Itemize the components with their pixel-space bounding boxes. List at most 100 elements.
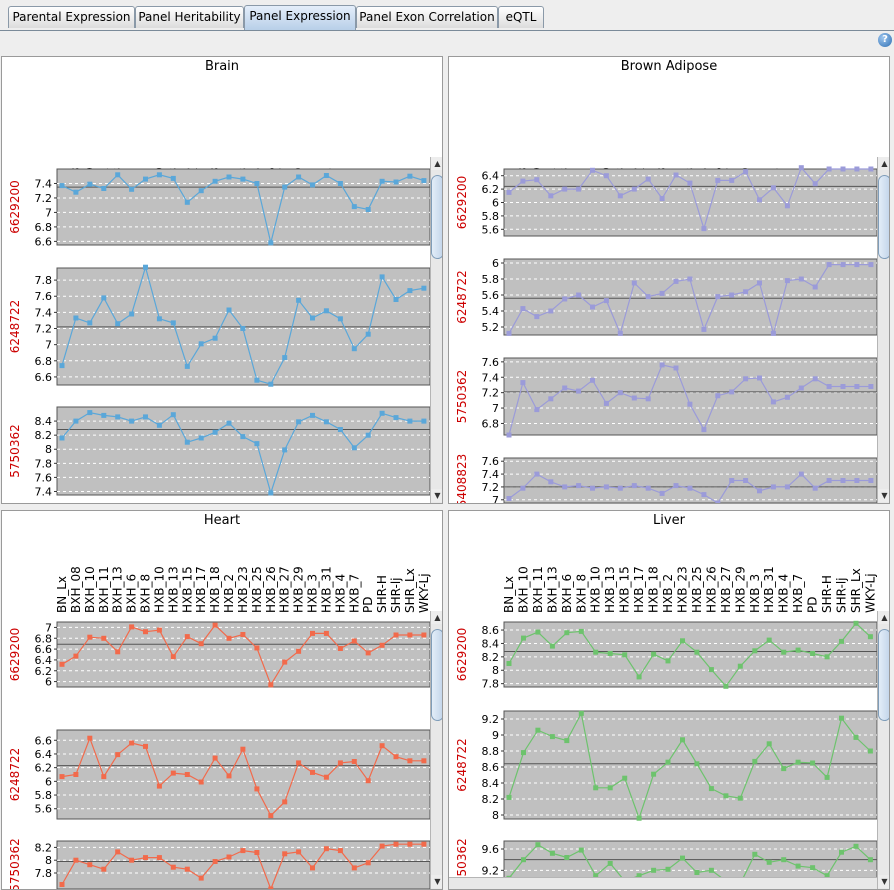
y-tick-label: 7 <box>45 339 52 352</box>
data-point <box>365 860 371 866</box>
data-point <box>59 774 65 780</box>
data-point <box>867 634 873 640</box>
data-point <box>226 635 232 641</box>
data-point <box>365 650 371 656</box>
y-tick-label: 5.4 <box>482 305 500 318</box>
y-tick-label: 6.4 <box>35 654 53 667</box>
data-point <box>212 859 218 864</box>
data-point <box>651 651 657 657</box>
data-point <box>212 429 218 435</box>
tab-panel-heritability[interactable]: Panel Heritability <box>135 6 244 28</box>
data-point <box>548 479 554 485</box>
data-point <box>534 177 540 183</box>
tab-eqtl[interactable]: eQTL <box>498 6 544 28</box>
strain-label: BXH_6 <box>560 574 574 613</box>
data-point <box>535 727 541 733</box>
tab-parental-expression[interactable]: Parental Expression <box>8 6 135 28</box>
data-point <box>407 841 413 847</box>
strain-label: SHR_Lx <box>403 568 417 613</box>
data-point <box>687 180 693 186</box>
plot-background <box>56 406 431 496</box>
data-point <box>226 854 232 860</box>
data-point <box>766 859 772 865</box>
data-point <box>296 419 302 425</box>
data-point <box>603 400 609 406</box>
data-point <box>143 414 148 420</box>
vertical-scrollbar[interactable]: ▲ ▼ <box>877 157 889 503</box>
data-point <box>826 262 832 268</box>
scroll-up-icon[interactable]: ▲ <box>431 611 442 624</box>
data-point <box>868 262 874 268</box>
data-point <box>170 654 176 660</box>
data-point <box>143 855 148 861</box>
data-point <box>407 173 413 179</box>
data-point <box>795 863 801 869</box>
scroll-down-icon[interactable]: ▼ <box>431 489 442 502</box>
data-point <box>770 399 776 405</box>
data-point <box>101 774 107 780</box>
y-tick-label: 7 <box>45 206 52 219</box>
data-point <box>665 658 671 664</box>
tab-panel-exon-correlation[interactable]: Panel Exon Correlation <box>356 6 498 28</box>
data-point <box>576 483 582 489</box>
strain-label: SHR-lj <box>835 578 849 614</box>
data-point <box>240 746 246 752</box>
data-point <box>393 297 399 302</box>
scroll-down-icon[interactable]: ▼ <box>878 875 889 888</box>
data-point <box>421 841 427 847</box>
scroll-down-icon[interactable]: ▼ <box>431 875 442 888</box>
data-point <box>853 734 859 740</box>
data-point <box>337 760 343 766</box>
data-point <box>393 632 399 638</box>
vertical-scrollbar[interactable]: ▲ ▼ <box>877 611 889 889</box>
data-point <box>156 783 162 789</box>
tab-panel-expression[interactable]: Panel Expression <box>244 5 356 30</box>
data-point <box>868 478 874 483</box>
y-tick-label: 8.8 <box>482 745 500 758</box>
data-point <box>665 759 671 765</box>
data-point <box>240 434 246 440</box>
data-point <box>729 292 735 298</box>
horizontal-scrollbar[interactable] <box>449 877 877 889</box>
data-point <box>562 296 568 302</box>
y-tick-label: 8.2 <box>482 651 500 664</box>
data-point <box>659 196 665 201</box>
data-point <box>798 165 804 171</box>
data-point <box>323 173 329 178</box>
y-tick-label: 8 <box>45 443 52 456</box>
scroll-down-icon[interactable]: ▼ <box>878 489 889 502</box>
vertical-scrollbar[interactable]: ▲ ▼ <box>430 157 442 503</box>
data-point <box>421 178 427 184</box>
data-point <box>812 284 818 290</box>
data-point <box>156 855 162 861</box>
data-point <box>379 178 385 184</box>
data-point <box>240 848 246 854</box>
scroll-thumb[interactable] <box>878 175 889 259</box>
scroll-thumb[interactable] <box>431 629 442 721</box>
data-point <box>337 427 343 432</box>
y-tick-label: 8.2 <box>35 841 53 854</box>
probeset-label: 6629200 <box>455 628 469 681</box>
heart-panel: Heart BN_Lx BXH_08 BXH_10 BXH_11 BXH_13 BXH_6… <box>1 510 443 890</box>
data-point <box>506 661 512 666</box>
data-point <box>87 862 93 868</box>
y-tick-label: 6.8 <box>482 417 500 430</box>
data-point <box>101 295 107 301</box>
scroll-thumb[interactable] <box>431 175 442 259</box>
data-point <box>520 485 526 491</box>
data-point <box>784 278 790 284</box>
scroll-up-icon[interactable]: ▲ <box>878 611 889 624</box>
y-tick-label: 8.6 <box>482 761 500 774</box>
scroll-up-icon[interactable]: ▲ <box>431 157 442 170</box>
question-mark-icon[interactable]: ? <box>878 33 892 47</box>
vertical-scrollbar[interactable]: ▲ ▼ <box>430 611 442 889</box>
data-point <box>636 815 642 821</box>
scroll-up-icon[interactable]: ▲ <box>878 157 889 170</box>
y-tick-label: 6.6 <box>35 235 53 248</box>
scroll-thumb[interactable] <box>878 629 889 721</box>
data-point <box>603 298 609 304</box>
strain-label: HXB_3 <box>306 574 320 613</box>
data-point <box>198 875 204 881</box>
data-point <box>156 627 162 633</box>
